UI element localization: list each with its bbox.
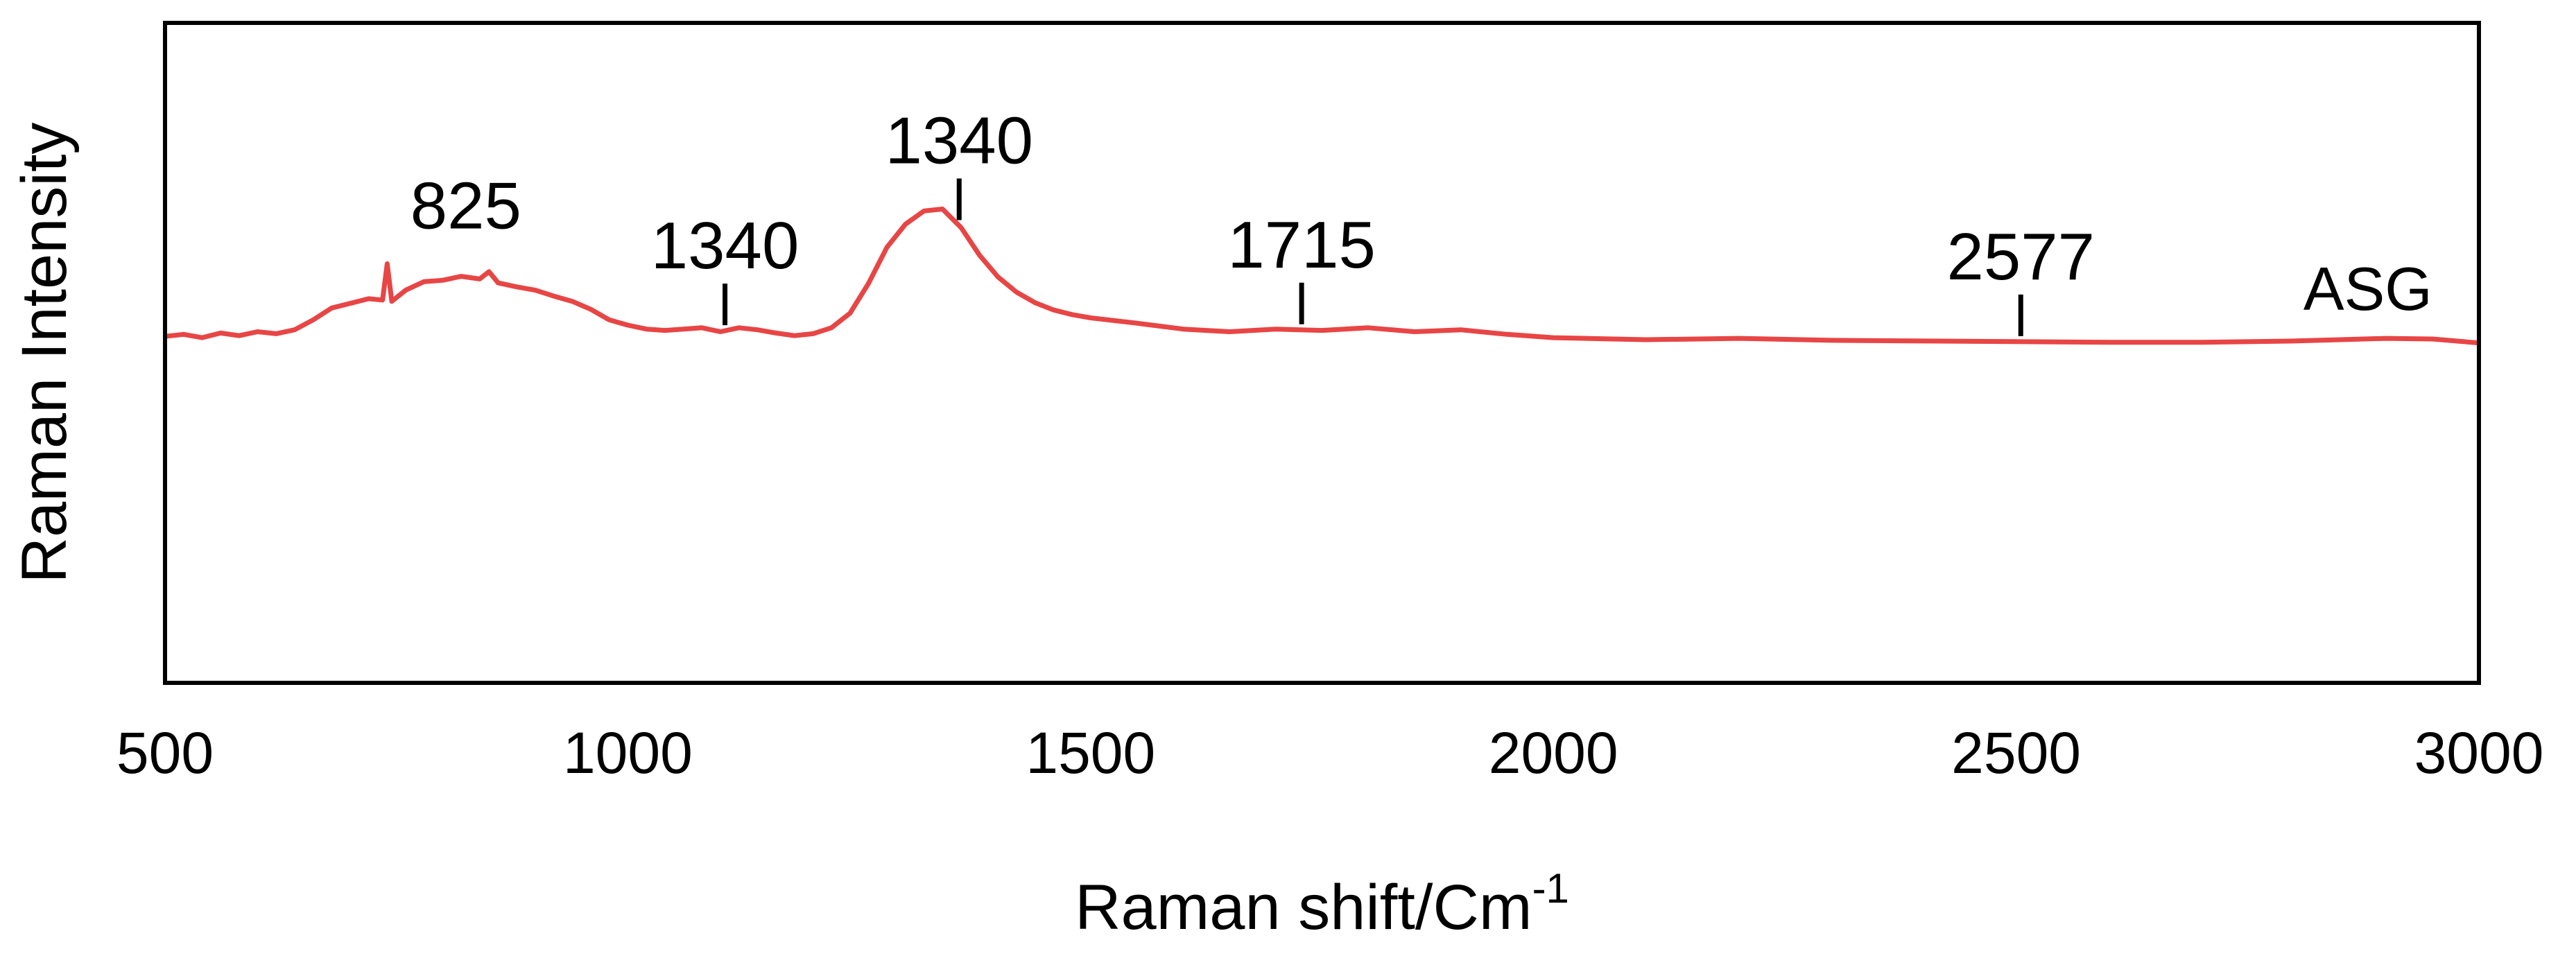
x-axis-title-superscript: -1 [1532, 865, 1569, 912]
x-axis-title: Raman shift/Cm-1 [1075, 865, 1569, 943]
peak-label-4: 2577 [1946, 220, 2095, 294]
series-layer [164, 207, 2480, 346]
x-tick-label-2000: 2000 [1489, 720, 1618, 785]
annotation-layer: 825 1340 1340 1715 2577 [410, 103, 2095, 336]
x-tick-label-2500: 2500 [1951, 720, 2081, 785]
peak-label-0: 825 [410, 169, 521, 243]
x-tick-label-1500: 1500 [1026, 720, 1155, 785]
plot-frame [163, 21, 2481, 685]
x-axis-title-text: Raman shift/Cm [1075, 872, 1532, 943]
x-tick-label-3000: 3000 [2414, 720, 2544, 785]
y-axis-title: Raman Intensity [9, 123, 80, 584]
series-label: ASG [2303, 254, 2432, 323]
x-tick-label-500: 500 [116, 720, 214, 785]
peak-label-2: 1340 [885, 103, 1033, 177]
series-line-asg [164, 207, 2480, 346]
x-tick-labels: 500 1000 1500 2000 2500 3000 [116, 720, 2544, 785]
peak-label-3: 1715 [1227, 208, 1376, 282]
x-tick-label-1000: 1000 [563, 720, 693, 785]
peak-label-1: 1340 [651, 209, 799, 283]
